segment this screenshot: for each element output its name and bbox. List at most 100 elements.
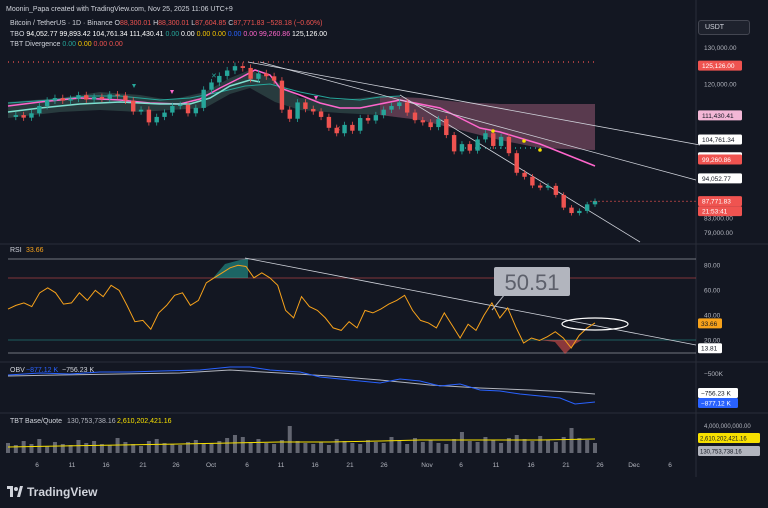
rsi-tick: 40.00 (704, 312, 721, 319)
tbt-value-label-text: 130,753,738.16 (700, 450, 742, 456)
candle-body (52, 98, 58, 101)
volume-bar (546, 440, 551, 453)
obv-label[interactable]: OBV (10, 367, 25, 374)
rsi-tick: 20.00 (704, 337, 721, 344)
ohlc-value: 87,604.85 (195, 20, 227, 27)
callout-box[interactable] (494, 267, 570, 296)
candle-body (530, 176, 535, 186)
trendline-2[interactable] (259, 61, 697, 181)
candle-body (162, 112, 167, 117)
candle-body (365, 118, 371, 121)
candle-body (201, 89, 206, 108)
candle-body (13, 115, 19, 117)
obv-tick: −500K (704, 371, 724, 378)
tbo-label[interactable]: TBO (10, 31, 25, 38)
tbt-pane[interactable]: TBT Base/Quote 130,753,738.16 2,610,202,… (6, 418, 597, 453)
price-tick: 120,000.00 (704, 81, 737, 88)
volume-bar (209, 443, 214, 453)
volume-bars (6, 426, 597, 453)
candle-body (412, 112, 418, 121)
candle-body (373, 115, 379, 121)
candle-body (491, 133, 496, 146)
price-label-text: 125,126.00 (702, 63, 735, 70)
tbo-value: 125,126.00 (290, 31, 328, 38)
candle-body (217, 75, 222, 83)
rsi-tick: 80.00 (704, 262, 721, 269)
price-label: 94,052.77 (698, 173, 742, 184)
trendline-1[interactable] (247, 61, 701, 146)
volume-bar (154, 439, 159, 453)
rsi-pane[interactable]: 50.51 RSI 33.66 (7, 247, 697, 354)
time-tick: 21 (139, 462, 147, 469)
callout-text: 50.51 (504, 270, 559, 295)
rsi-trendline[interactable] (244, 257, 697, 346)
ohlc-values: O88,300.01 H88,300.01 L87,604.85 C87,771… (115, 20, 323, 27)
candle-body (177, 104, 183, 107)
time-tick: 16 (102, 462, 110, 469)
symbol-name[interactable]: Bitcoin / TetherUS · 1D · Binance (10, 20, 113, 27)
tbt-div-label[interactable]: TBT Divergence (10, 41, 61, 48)
currency-selector[interactable]: USDT (698, 20, 750, 35)
candle-body (256, 73, 261, 79)
rsi-line (7, 264, 596, 349)
chart-canvas[interactable]: ✕ ✕ 130,000.00 120,000.00 83,000.00 79,000.… (0, 0, 768, 477)
price-label-text: 87,771.83 (702, 199, 731, 206)
rsi-highlight-ellipse[interactable] (561, 317, 629, 331)
tbt-value-label: 2,610,202,421.16 (698, 433, 760, 443)
tbt-div-value: 0.00 (76, 41, 92, 48)
volume-bar (506, 438, 511, 453)
candle-body (138, 109, 144, 112)
candle-body (295, 102, 300, 119)
ohlc-value: 88,300.01 (120, 20, 152, 27)
volume-bar (452, 439, 457, 453)
volume-bar (397, 441, 402, 453)
volume-bar (107, 445, 112, 453)
footer-logo[interactable]: TradingView (27, 485, 98, 499)
tbo-legend: TBO 94,052.77 99,893.42 104,761.34 111,4… (10, 31, 327, 38)
price-scale[interactable]: 130,000.00 120,000.00 83,000.00 79,000.00 (704, 45, 737, 237)
volume-bar (201, 444, 206, 453)
candle-body (444, 119, 449, 136)
footer: TradingView (0, 477, 768, 508)
candle-body (68, 98, 73, 101)
volume-bar (84, 443, 89, 453)
time-tick: Nov (421, 462, 433, 469)
price-label: 104,761.34 (698, 134, 742, 145)
volume-bar (76, 440, 81, 453)
price-label: 125,126.00 (698, 60, 742, 71)
volume-bar (436, 443, 441, 453)
tbt-value-1: 130,753,738.16 (67, 418, 116, 425)
obv-pane[interactable]: OBV −877.12 K −756.23 K (7, 366, 596, 405)
ohlc-key: H (151, 20, 159, 27)
time-axis[interactable]: 6 11 16 21 26 Oct 6 11 16 21 26 Nov 6 11 16 21 26 Dec 6 (35, 462, 672, 469)
volume-bar (342, 441, 347, 453)
divergence-triangle (132, 84, 136, 88)
rsi-label[interactable]: RSI (10, 247, 22, 254)
tbo-slow-line (7, 83, 401, 104)
tbt-scale[interactable]: 4,000,000,000.00 2,610,202,421.16 130,753,… (698, 424, 760, 456)
rsi-last-value: 33.66 (701, 321, 718, 328)
signal-dot (522, 139, 526, 143)
tbt-div-legend: TBT Divergence 0.00 0.00 0.00 0.00 (10, 41, 123, 48)
tbt-value-2: 2,610,202,421.16 (117, 418, 172, 425)
volume-bar (170, 444, 175, 453)
volume-bar (248, 442, 253, 453)
price-pane[interactable]: ✕ ✕ (7, 61, 701, 243)
obv-value: −877.12 K (26, 367, 58, 374)
candle-body (271, 76, 277, 81)
tbo-values: 94,052.77 99,893.42 104,761.34 111,430.4… (26, 31, 327, 38)
volume-bar (217, 441, 222, 453)
candle-body (107, 94, 112, 99)
candle-body (146, 109, 152, 123)
tbt-label[interactable]: TBT Base/Quote (10, 418, 62, 425)
candle-body (248, 67, 253, 79)
rsi-scale[interactable]: 80.00 60.00 40.00 20.00 33.66 13.81 (698, 262, 722, 354)
obv-scale[interactable]: −500K −756.23 K −877.12 K (698, 371, 738, 408)
symbol-legend: Bitcoin / TetherUS · 1D · Binance O88,30… (10, 20, 322, 27)
candle-body (326, 116, 332, 128)
candle-body (311, 108, 316, 112)
price-label-text: 111,430.41 (702, 113, 734, 120)
volume-bar (522, 439, 527, 453)
candle-body (60, 98, 65, 101)
candle-body (287, 109, 292, 119)
